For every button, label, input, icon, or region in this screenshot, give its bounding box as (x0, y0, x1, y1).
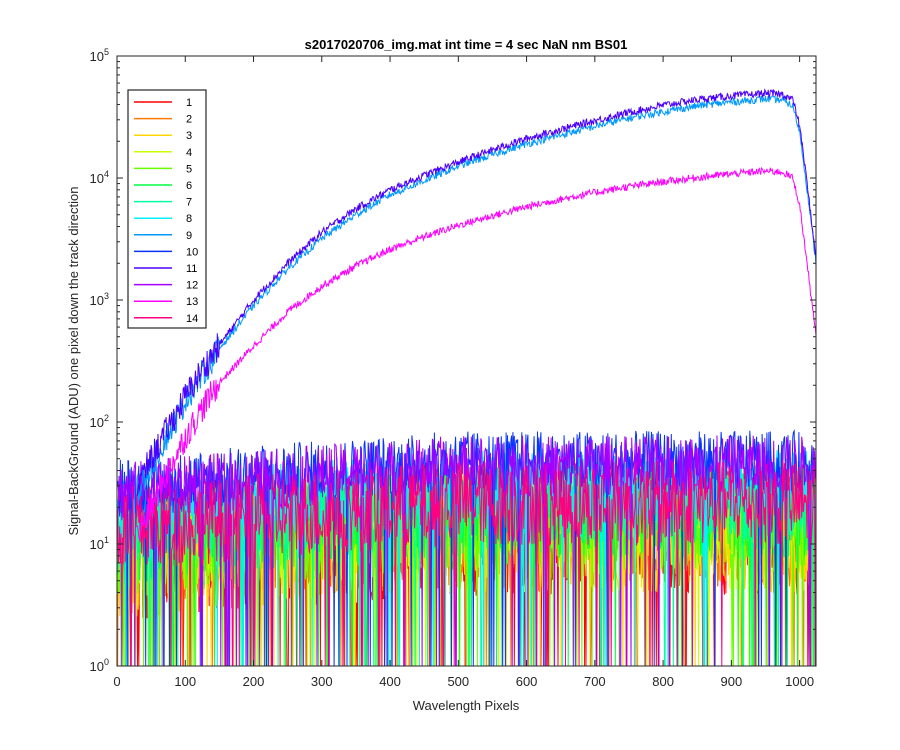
series-line-13 (137, 166, 816, 542)
legend-label-1: 1 (186, 97, 192, 109)
series-line-11 (137, 88, 816, 496)
legend-label-10: 10 (186, 246, 198, 258)
legend-box (127, 89, 207, 329)
legend-label-14: 14 (186, 313, 198, 325)
y-tick-label: 103 (90, 291, 109, 308)
legend-label-6: 6 (186, 180, 192, 192)
x-tick-label: 500 (447, 674, 469, 689)
x-tick-label: 200 (243, 674, 265, 689)
x-tick-label: 400 (379, 674, 401, 689)
axis-layer: 0 100 200 300 400 500 600 700 800 900 100010010110… (90, 47, 816, 689)
x-tick-label: 700 (584, 674, 606, 689)
x-tick-label: 600 (516, 674, 538, 689)
legend-label-7: 7 (186, 197, 192, 209)
x-tick-label: 800 (652, 674, 674, 689)
legend-label-4: 4 (186, 147, 192, 159)
x-tick-label: 1000 (785, 674, 814, 689)
plot-frame (116, 55, 817, 667)
y-tick-label: 105 (90, 47, 109, 64)
legend-label-8: 8 (186, 213, 192, 225)
legend-label-9: 9 (186, 230, 192, 242)
legend-label-5: 5 (186, 163, 192, 175)
series-layer (117, 88, 816, 666)
x-tick-label: 900 (721, 674, 743, 689)
y-axis-label: Signal-BackGround (ADU) one pixel down t… (66, 186, 81, 535)
x-tick-label: 300 (311, 674, 333, 689)
y-tick-label: 101 (90, 535, 109, 552)
x-axis-label: Wavelength Pixels (413, 698, 520, 713)
y-tick-label: 104 (90, 169, 109, 186)
series-line-14 (117, 460, 816, 666)
legend-label-13: 13 (186, 296, 198, 308)
x-tick-label: 0 (113, 674, 120, 689)
legend-label-11: 11 (186, 263, 197, 275)
y-tick-label: 100 (90, 657, 109, 674)
legend-label-12: 12 (186, 280, 198, 292)
chart-title: s2017020706_img.mat int time = 4 sec NaN… (305, 37, 628, 52)
y-tick-label: 102 (90, 413, 109, 430)
legend-label-2: 2 (186, 114, 192, 126)
x-tick-label: 100 (174, 674, 196, 689)
legend-label-3: 3 (186, 130, 192, 142)
